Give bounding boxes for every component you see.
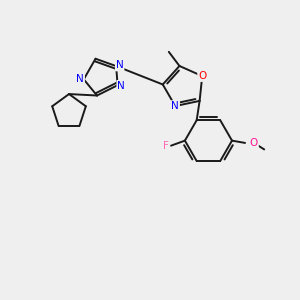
Text: N: N xyxy=(116,61,124,70)
Text: F: F xyxy=(163,141,169,151)
Text: O: O xyxy=(198,71,206,81)
Text: N: N xyxy=(171,101,179,111)
Text: N: N xyxy=(76,74,84,84)
Text: N: N xyxy=(117,81,125,91)
Text: O: O xyxy=(250,138,258,148)
